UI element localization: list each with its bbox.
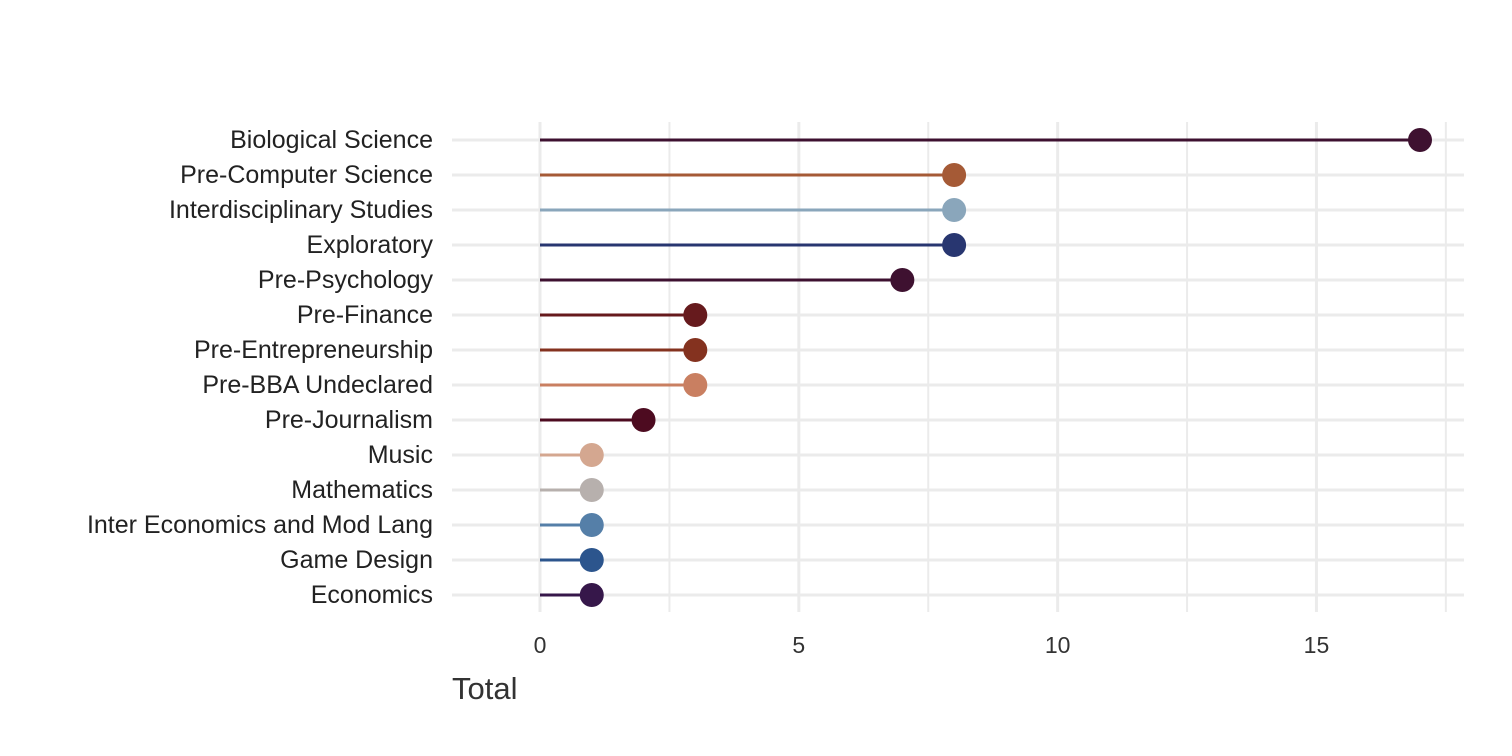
x-tick-label: 10	[1045, 632, 1071, 658]
category-label: Inter Economics and Mod Lang	[87, 511, 433, 539]
y-axis-labels: Biological Science Pre-Computer Science In…	[87, 126, 434, 609]
category-label: Pre-Entrepreneurship	[194, 336, 433, 364]
category-label: Music	[368, 441, 433, 469]
category-label: Biological Science	[230, 126, 433, 154]
category-label: Pre-Computer Science	[180, 161, 433, 189]
lollipop-point	[579, 583, 604, 607]
lollipop-point	[942, 233, 967, 257]
lollipop-point	[942, 163, 967, 187]
lollipop-points	[579, 128, 1432, 607]
category-label: Exploratory	[307, 231, 434, 259]
category-label: Economics	[311, 581, 433, 609]
lollipop-point	[579, 548, 604, 572]
lollipop-point	[579, 513, 604, 537]
lollipop-point	[1408, 128, 1432, 152]
grid-lines	[452, 122, 1464, 612]
lollipop-point	[683, 338, 708, 362]
lollipop-point	[683, 303, 708, 327]
x-tick-label: 0	[534, 632, 547, 658]
category-label: Game Design	[280, 546, 433, 574]
x-tick-label: 15	[1304, 632, 1330, 658]
lollipop-point	[890, 268, 915, 292]
category-label: Mathematics	[291, 476, 433, 504]
category-label: Interdisciplinary Studies	[169, 196, 433, 224]
lollipop-point	[579, 443, 604, 467]
lollipop-stems	[540, 138, 1420, 597]
category-label: Pre-Journalism	[265, 406, 433, 434]
category-label: Pre-Psychology	[258, 266, 434, 294]
lollipop-point	[683, 373, 708, 397]
category-label: Pre-BBA Undeclared	[202, 371, 433, 399]
lollipop-point	[942, 198, 967, 222]
x-tick-label: 5	[792, 632, 805, 658]
category-label: Pre-Finance	[297, 301, 433, 329]
lollipop-point	[579, 478, 604, 502]
x-axis-tick-labels: 0 5 10 15	[534, 632, 1330, 658]
lollipop-point	[631, 408, 656, 432]
x-axis-title: Total	[452, 671, 517, 706]
